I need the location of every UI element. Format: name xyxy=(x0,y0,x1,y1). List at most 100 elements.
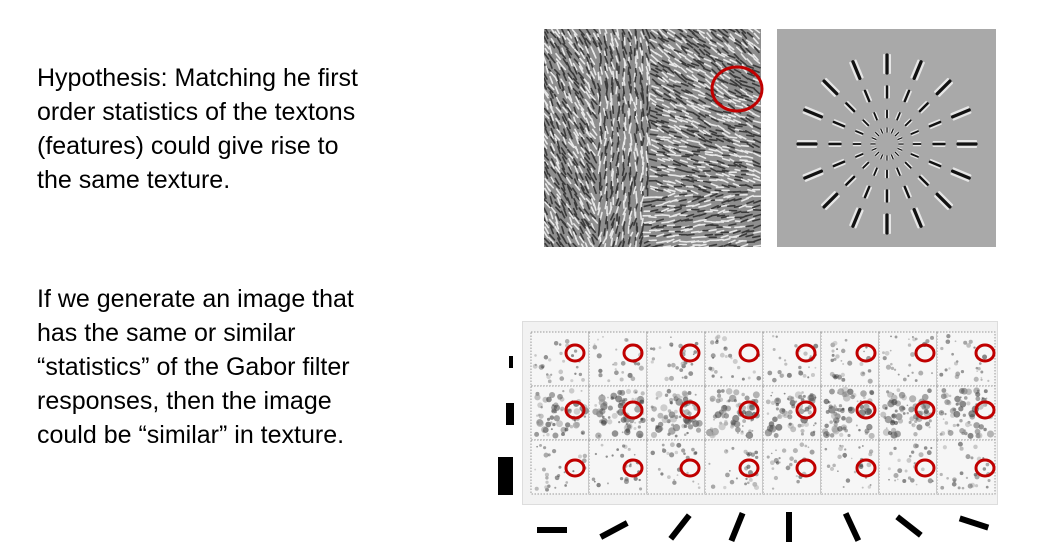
texture-stroke xyxy=(727,198,736,203)
texture-stroke xyxy=(647,45,651,55)
texture-stroke xyxy=(739,46,747,54)
texture-stroke xyxy=(633,151,637,160)
texture-stroke xyxy=(655,138,665,142)
texture-stroke xyxy=(593,202,597,211)
texture-stroke xyxy=(560,82,565,91)
texture-stroke xyxy=(544,147,548,156)
texture-stroke xyxy=(554,166,561,174)
texture-stroke xyxy=(648,215,657,219)
texture-stroke xyxy=(566,197,571,206)
response-speckle xyxy=(904,469,908,473)
gabor-filter xyxy=(910,130,919,135)
gabor-filter-light xyxy=(832,123,845,130)
texture-stroke xyxy=(717,165,726,170)
response-speckle xyxy=(736,432,739,435)
texture-stroke xyxy=(589,212,597,220)
response-speckle xyxy=(824,447,828,451)
response-speckle xyxy=(633,453,636,456)
texture-stroke xyxy=(633,72,636,82)
texture-stroke xyxy=(623,96,628,105)
response-speckle xyxy=(558,465,562,469)
gabor-filter xyxy=(803,169,824,180)
texture-stroke xyxy=(648,106,651,116)
response-speckle xyxy=(896,478,899,481)
texture-stroke xyxy=(722,36,729,43)
texture-stroke xyxy=(721,172,730,178)
texture-stroke xyxy=(727,113,737,118)
gabor-filter xyxy=(890,128,894,134)
texture-stroke xyxy=(549,195,553,205)
response-speckle xyxy=(887,430,893,436)
response-speckle xyxy=(674,414,679,419)
scale-bar-large xyxy=(498,457,513,495)
response-speckle xyxy=(667,475,671,479)
response-speckle xyxy=(801,391,804,394)
response-speckle xyxy=(596,482,601,488)
texture-stroke xyxy=(568,41,575,49)
response-speckle xyxy=(966,343,971,348)
response-speckle xyxy=(787,414,793,420)
response-speckle xyxy=(651,406,657,412)
texture-stroke xyxy=(729,153,738,157)
texture-stroke xyxy=(549,31,557,39)
response-speckle xyxy=(684,417,692,425)
texture-stroke xyxy=(739,163,748,169)
texture-stroke xyxy=(604,29,608,34)
response-speckle xyxy=(887,399,895,408)
gabor-filter xyxy=(910,153,919,158)
gabor-filter-light xyxy=(832,158,845,165)
texture-stroke xyxy=(622,51,626,60)
response-speckle xyxy=(687,411,692,416)
texture-stroke xyxy=(698,48,706,56)
response-speckle xyxy=(658,346,662,349)
texture-stroke xyxy=(655,243,664,247)
texture-stroke xyxy=(752,177,761,182)
response-speckle xyxy=(708,462,711,465)
texture-stroke xyxy=(745,234,754,238)
texture-stroke xyxy=(555,156,560,165)
texture-stroke xyxy=(663,87,671,94)
gabor-filter-light xyxy=(879,154,882,159)
response-speckle xyxy=(801,457,807,463)
gabor-filter-light xyxy=(804,106,824,116)
texture-stroke xyxy=(690,122,699,129)
response-speckle xyxy=(963,396,968,400)
texture-stroke xyxy=(662,147,670,153)
texture-stroke xyxy=(567,29,572,36)
texture-stroke xyxy=(745,163,755,167)
response-speckle xyxy=(723,485,727,490)
gabor-filter xyxy=(873,167,878,176)
response-speckle xyxy=(735,426,741,433)
texture-stroke xyxy=(586,73,593,81)
texture-stroke xyxy=(752,120,761,124)
response-cell xyxy=(762,439,822,495)
texture-stroke xyxy=(668,63,678,68)
texture-stroke xyxy=(698,124,707,129)
texture-stroke xyxy=(747,42,755,49)
texture-stroke xyxy=(639,240,643,247)
response-speckle xyxy=(839,432,844,438)
texture-stroke xyxy=(752,37,759,45)
texture-stroke xyxy=(579,47,585,56)
texture-stroke xyxy=(584,85,591,94)
texture-stroke xyxy=(678,149,688,152)
response-speckle xyxy=(884,415,893,424)
texture-stroke xyxy=(687,132,696,137)
texture-stroke xyxy=(585,231,591,239)
gabor-filter-light xyxy=(861,160,868,168)
texture-stroke xyxy=(641,29,645,36)
response-speckle xyxy=(672,424,681,432)
response-speckle xyxy=(593,343,596,346)
texture-stroke xyxy=(572,87,580,95)
response-speckle xyxy=(560,406,565,411)
texture-stroke xyxy=(563,208,568,217)
texture-stroke xyxy=(599,76,603,85)
texture-stroke xyxy=(544,226,550,235)
texture-stroke xyxy=(697,80,707,85)
texture-stroke xyxy=(685,89,693,95)
texture-stroke xyxy=(710,167,719,173)
response-speckle xyxy=(669,452,675,458)
response-speckle xyxy=(636,362,641,366)
response-speckle xyxy=(592,344,598,350)
gabor-filter xyxy=(863,89,871,103)
